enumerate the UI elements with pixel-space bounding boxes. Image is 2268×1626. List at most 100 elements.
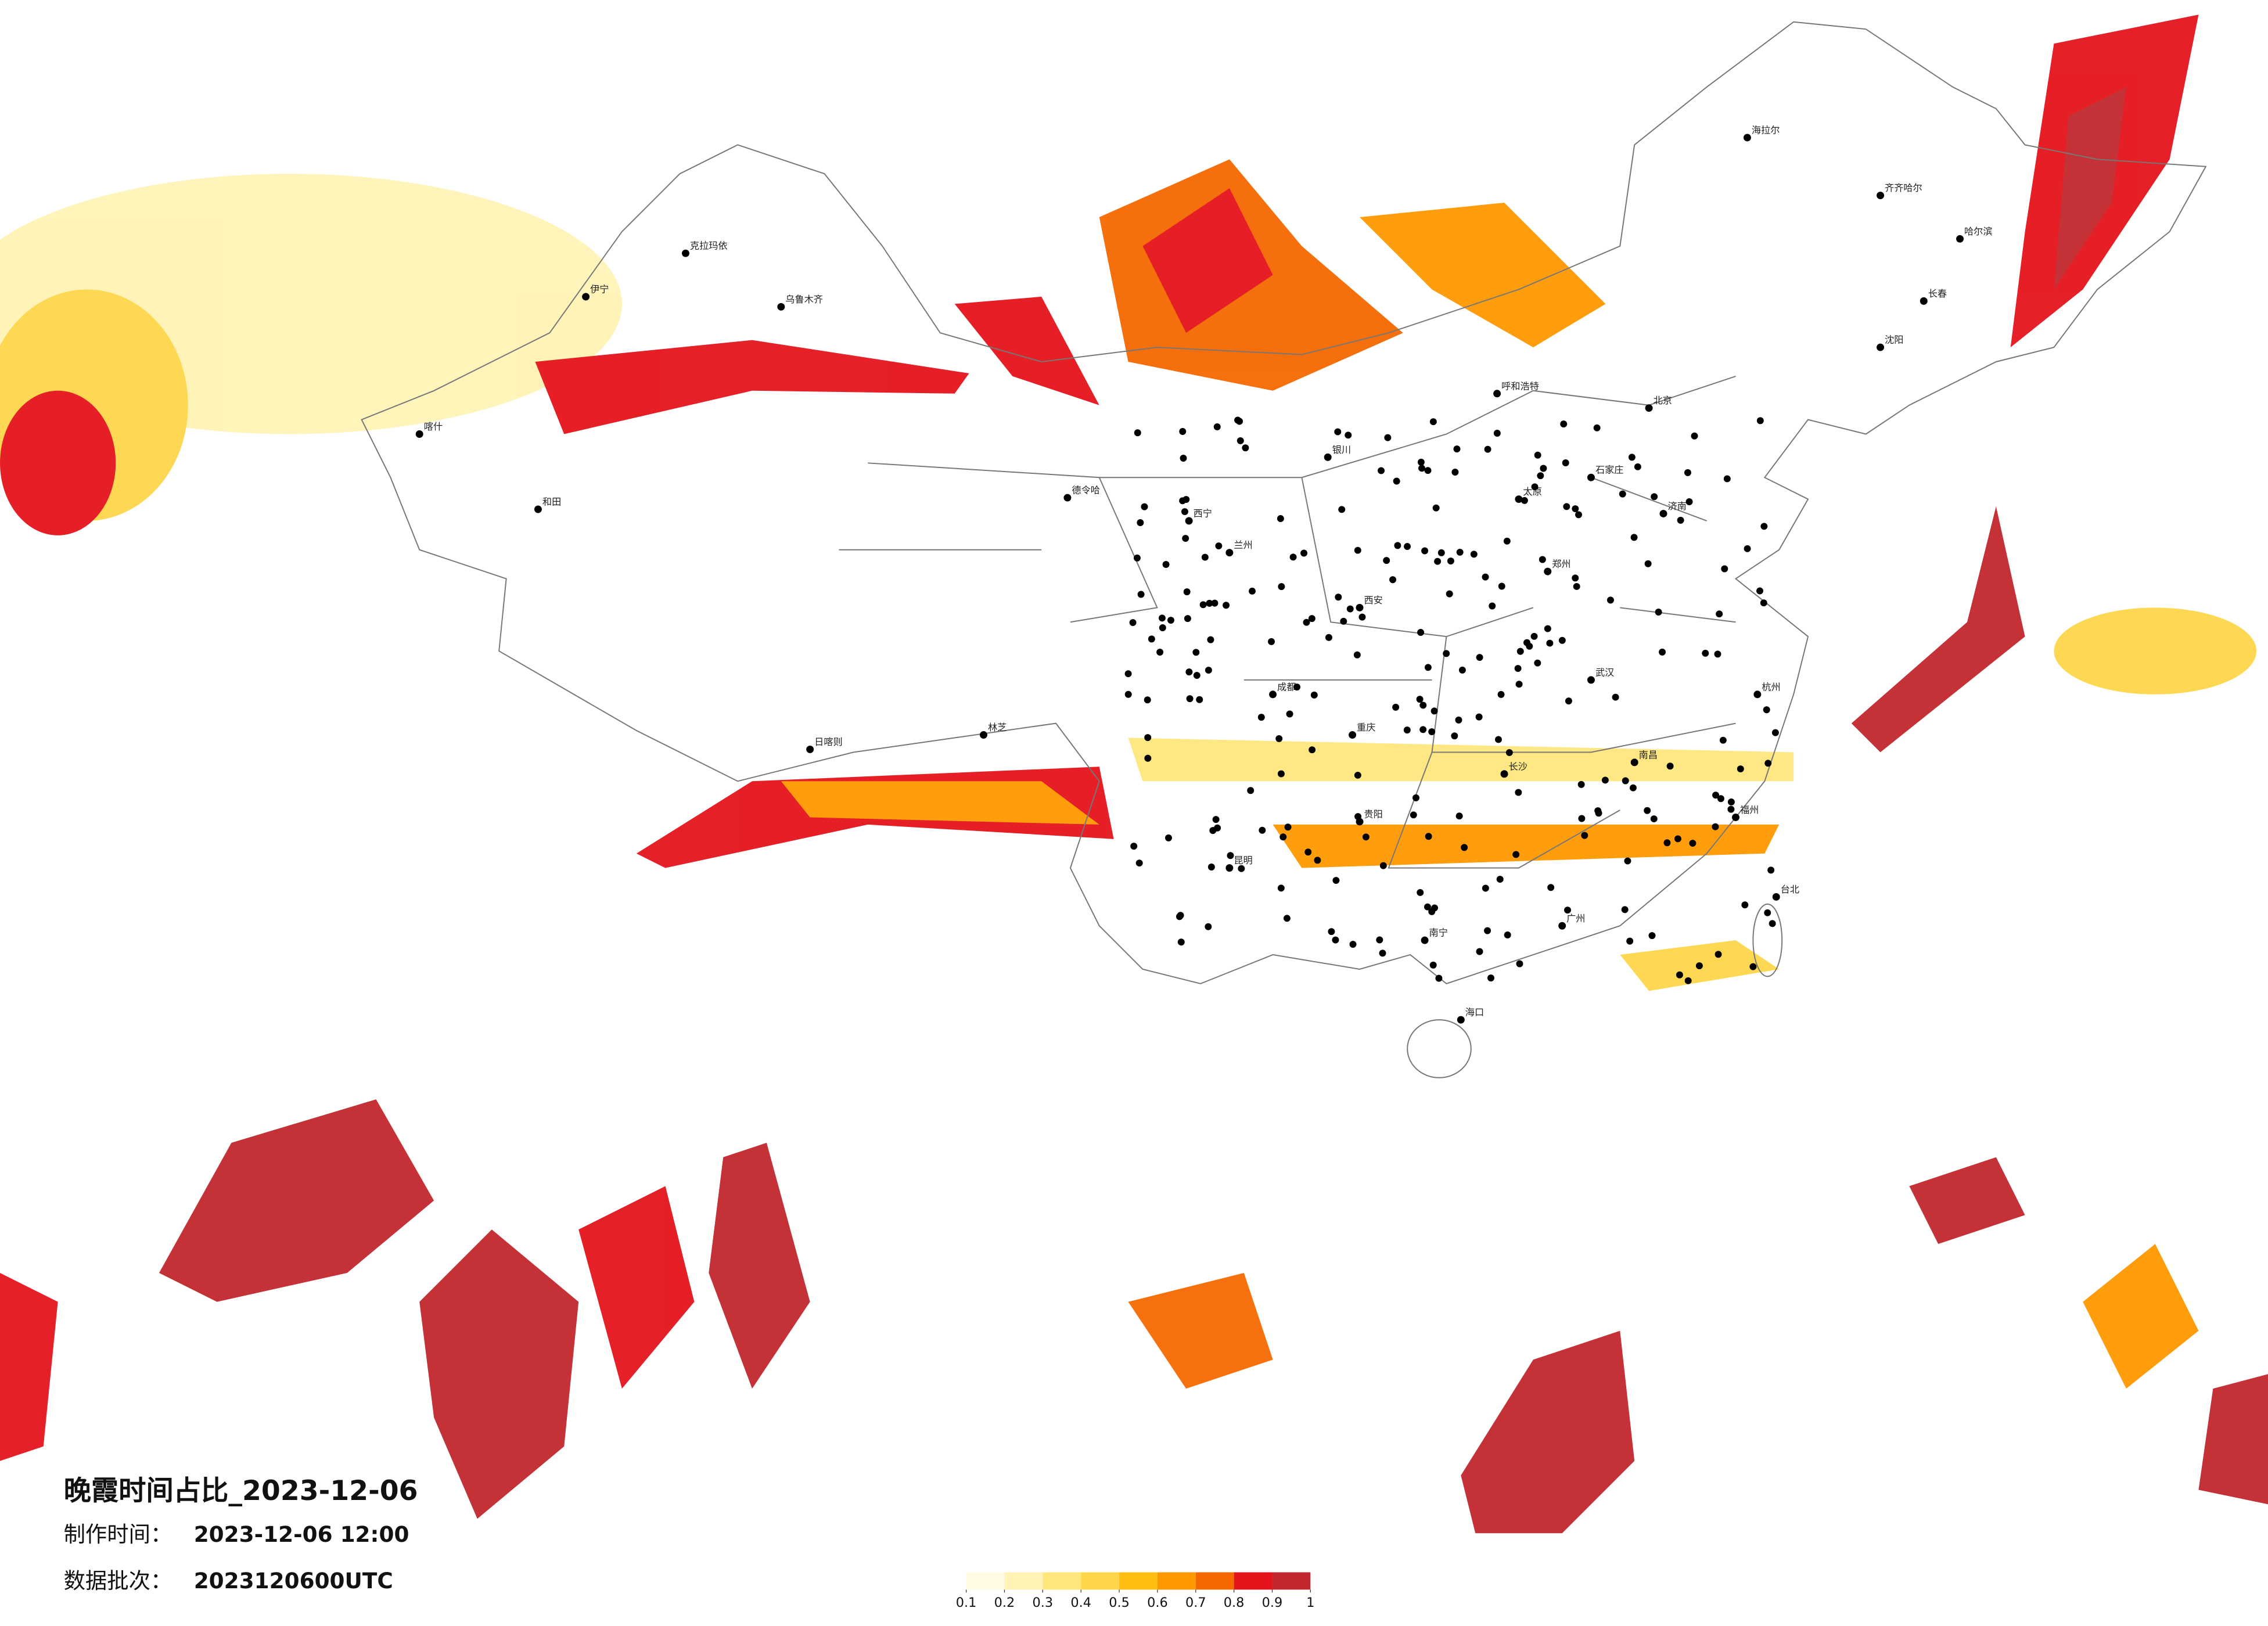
station-dot — [1540, 465, 1547, 472]
city-label: 石家庄 — [1595, 465, 1624, 476]
station-dot — [1429, 961, 1437, 969]
station-dot — [1162, 561, 1170, 568]
station-dot — [1575, 511, 1582, 519]
station-dot — [1453, 445, 1461, 453]
station-dot — [1332, 877, 1340, 884]
station-dot — [1419, 702, 1427, 709]
data-batch-value: 2023120600UTC — [194, 1568, 393, 1593]
station-dot — [1177, 938, 1185, 946]
hainan-outline — [1407, 1019, 1472, 1078]
station-dot — [1186, 695, 1194, 703]
station-dot — [1629, 784, 1637, 792]
station-dot — [1702, 649, 1709, 657]
station-dot — [1717, 795, 1724, 803]
heat-area — [0, 390, 116, 535]
taiwan-outline — [1752, 903, 1783, 977]
city-dot — [1877, 343, 1885, 351]
station-dot — [1257, 714, 1265, 721]
colorbar-segment — [1157, 1572, 1196, 1590]
colorbar-tick-label: 0.2 — [994, 1595, 1015, 1610]
heat-area — [1273, 824, 1780, 868]
station-dot — [1651, 493, 1658, 501]
city-label: 北京 — [1654, 395, 1672, 406]
station-dot — [1578, 815, 1586, 822]
station-dot — [1211, 599, 1219, 607]
city-dot — [1349, 731, 1357, 739]
production-time-value: 2023-12-06 12:00 — [194, 1521, 409, 1547]
city-label: 日喀则 — [814, 736, 843, 747]
city-dot — [1732, 813, 1739, 821]
station-dot — [1207, 864, 1215, 871]
heat-area — [0, 1272, 58, 1461]
station-dot — [1259, 826, 1266, 834]
colorbar-tick-label: 0.1 — [956, 1595, 977, 1610]
station-dot — [1534, 451, 1541, 459]
station-dot — [1727, 798, 1735, 806]
station-dot — [1723, 475, 1731, 483]
station-dot — [1769, 920, 1776, 927]
station-dot — [1354, 546, 1361, 554]
station-dot — [1167, 617, 1174, 624]
station-dot — [1277, 770, 1285, 778]
station-dot — [1564, 906, 1571, 914]
station-dot — [1493, 430, 1501, 437]
station-dot — [1429, 418, 1437, 426]
station-dot — [1484, 927, 1491, 934]
station-dot — [1563, 503, 1570, 510]
station-dot — [1714, 650, 1721, 658]
city-label: 贵阳 — [1364, 808, 1382, 819]
city-label: 长沙 — [1509, 761, 1527, 772]
station-dot — [1213, 423, 1221, 430]
station-dot — [1227, 852, 1234, 859]
city-label: 海口 — [1465, 1007, 1484, 1018]
station-dot — [1515, 681, 1523, 688]
station-dot — [1560, 420, 1568, 428]
station-dot — [1421, 547, 1429, 555]
station-dot — [1644, 560, 1652, 567]
station-dot — [1345, 431, 1352, 439]
station-dot — [1737, 765, 1744, 773]
heat-area — [578, 1186, 695, 1389]
station-dot — [1689, 840, 1696, 847]
station-dot — [1353, 651, 1361, 659]
station-dot — [1283, 915, 1291, 922]
city-label: 兰州 — [1234, 539, 1252, 551]
heat-area — [1360, 203, 1606, 348]
city-label: 林芝 — [988, 722, 1007, 733]
city-label: 杭州 — [1762, 681, 1780, 692]
station-dot — [1383, 557, 1390, 564]
station-dot — [1674, 835, 1681, 843]
colorbar: 0.1 0.2 0.3 0.4 0.5 0.6 0.7 0.8 0.9 1 — [956, 1572, 1314, 1610]
station-dot — [1572, 505, 1579, 513]
city-dot — [1356, 603, 1364, 611]
station-dot — [1572, 574, 1579, 582]
station-dot — [1418, 465, 1425, 472]
station-dot — [1379, 949, 1386, 957]
station-dot — [1159, 624, 1166, 631]
station-dot — [1199, 601, 1207, 609]
station-dot — [1424, 664, 1432, 671]
city-label: 克拉玛依 — [690, 240, 728, 251]
station-dot — [1242, 444, 1249, 452]
station-dot — [1712, 792, 1720, 799]
city-dot — [1645, 404, 1653, 412]
station-dot — [1284, 823, 1292, 831]
city-dot — [1772, 893, 1780, 901]
station-dot — [1626, 937, 1634, 945]
station-dot — [1451, 732, 1458, 740]
city-label: 齐齐哈尔 — [1885, 182, 1922, 193]
city-dot — [1877, 192, 1885, 200]
station-dot — [1286, 710, 1293, 718]
city-dot — [1185, 517, 1193, 525]
city-label: 呼和浩特 — [1501, 380, 1539, 391]
production-time-label: 制作时间： — [64, 1521, 172, 1547]
city-label: 南宁 — [1429, 927, 1448, 938]
city-dot — [1063, 494, 1072, 502]
station-dot — [1289, 553, 1297, 561]
city-dot — [1515, 495, 1523, 503]
station-dot — [1434, 557, 1442, 565]
station-dot — [1458, 666, 1466, 674]
station-dot — [1489, 602, 1496, 610]
station-dot — [1719, 736, 1727, 744]
city-dot — [1421, 936, 1429, 944]
